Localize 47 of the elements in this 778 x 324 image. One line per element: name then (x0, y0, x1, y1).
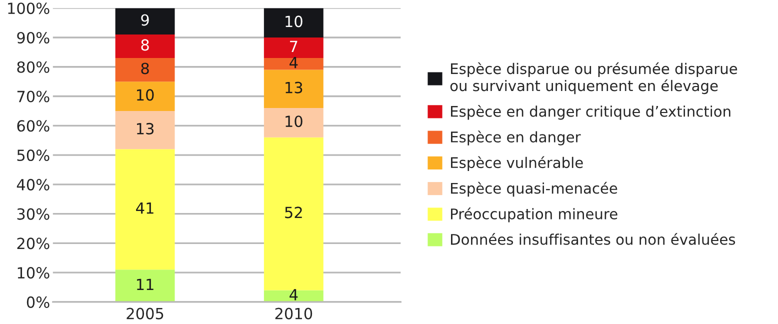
data-label: 4 (290, 289, 298, 300)
bar (264, 8, 324, 38)
bar (115, 110, 175, 150)
y-tick-label: 0% (26, 296, 50, 308)
bar (115, 8, 175, 35)
legend-label: Données insuffisantes ou non évaluées (451, 233, 736, 245)
data-label: 10 (286, 16, 302, 28)
data-label: 10 (286, 116, 302, 128)
y-tick-label: 60% (17, 120, 50, 132)
bar (264, 37, 324, 58)
x-tick-label: 2005 (126, 308, 164, 320)
y-tick-label: 70% (17, 90, 50, 102)
data-label: 13 (137, 122, 154, 134)
data-label: 13 (286, 82, 302, 94)
bar (115, 82, 175, 111)
y-tick-label: 80% (17, 61, 50, 73)
data-label: 8 (141, 39, 149, 51)
legend-label: Espèce vulnérable (451, 156, 583, 171)
data-label: 10 (137, 89, 154, 101)
y-tick-label: 90% (17, 32, 50, 44)
legend-label: Espèce en danger critique d’extinction (451, 105, 730, 120)
y-tick-label: 100% (8, 2, 50, 14)
legend-label: Espèce disparue ou présumée disparue ou survivant uniquement en élevage (450, 62, 738, 94)
data-label: 11 (137, 278, 154, 290)
y-tick-label: 50% (17, 150, 50, 162)
bar (264, 58, 324, 70)
x-tick-label: 2010 (275, 308, 312, 320)
legend-label: Préoccupation mineure (451, 208, 618, 222)
bar (264, 108, 324, 138)
legend-label: Espèce quasi-menacée (451, 182, 618, 197)
bar (115, 34, 175, 58)
data-label: 41 (136, 202, 154, 214)
bar (264, 70, 324, 108)
bar (115, 58, 175, 82)
data-label: 9 (141, 14, 149, 26)
bar (264, 137, 324, 290)
bar (115, 149, 175, 270)
bar (115, 270, 175, 302)
y-tick-label: 10% (18, 267, 50, 279)
data-label: 7 (290, 40, 298, 52)
data-label: 4 (290, 57, 298, 68)
y-tick-label: 40% (16, 178, 50, 190)
y-tick-label: 20% (17, 238, 50, 250)
data-label: 52 (285, 206, 302, 218)
legend-label: Espèce en danger (451, 130, 581, 146)
data-label: 8 (141, 62, 149, 74)
y-tick-label: 30% (17, 208, 50, 220)
